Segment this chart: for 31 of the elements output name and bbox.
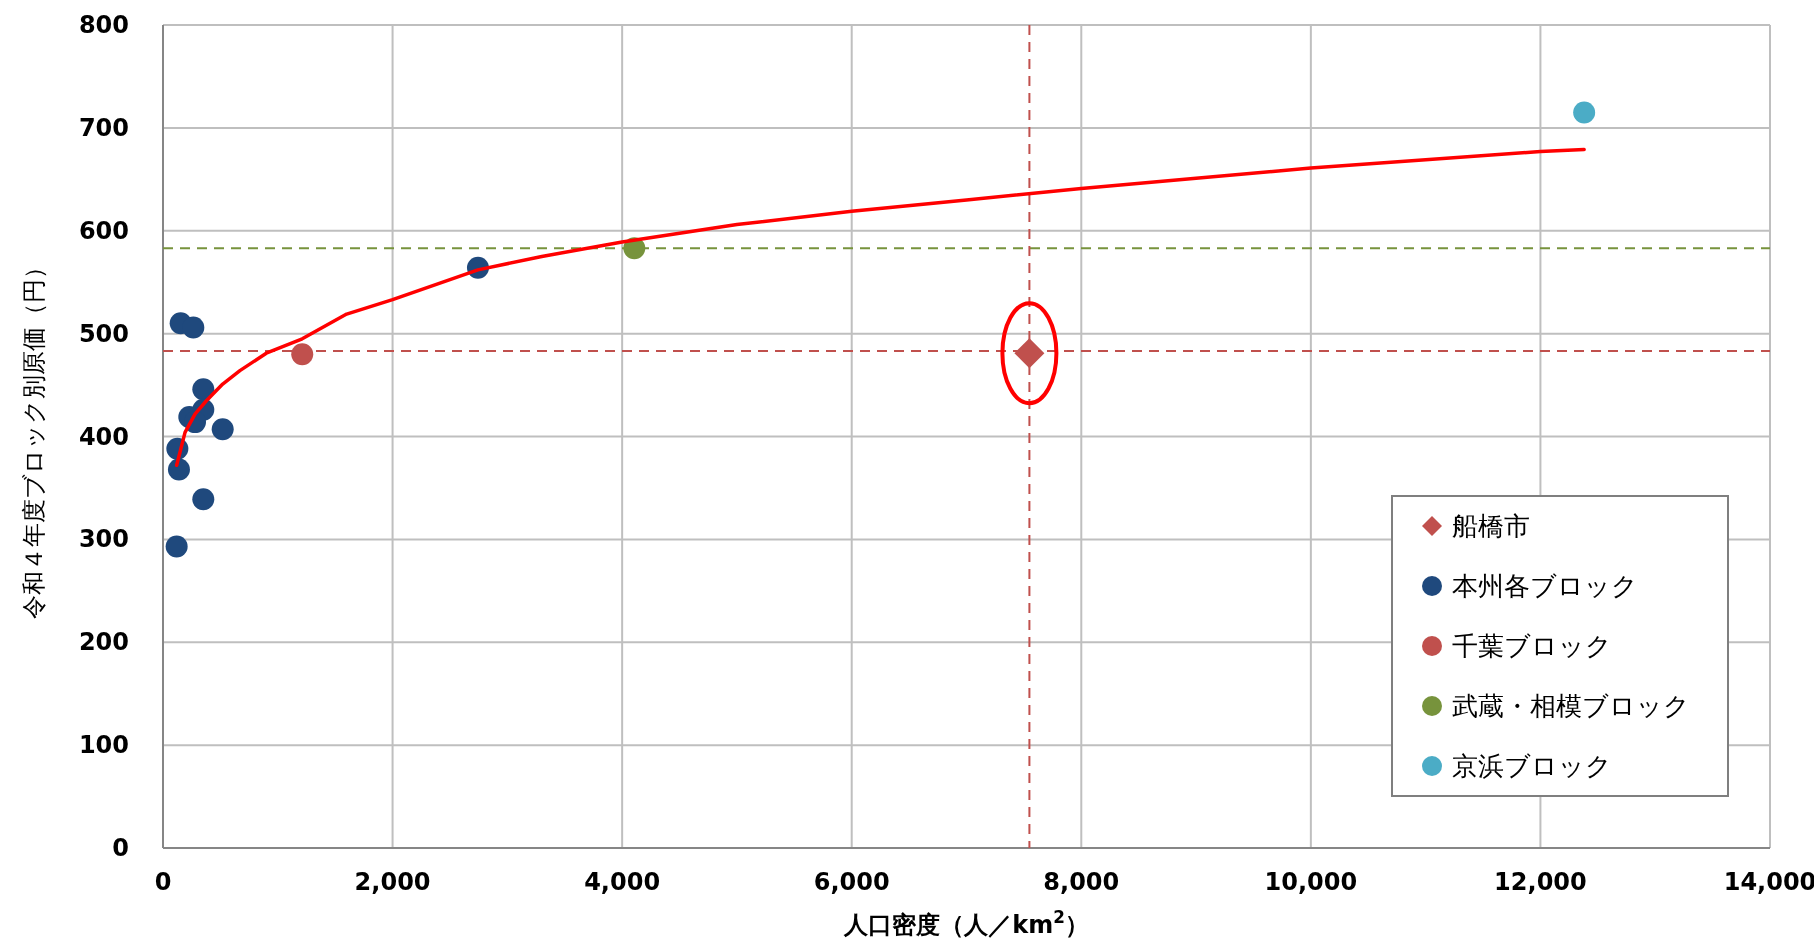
y-tick-label: 200	[78, 628, 129, 657]
point	[192, 378, 215, 401]
y-tick-label: 500	[78, 319, 129, 348]
legend-label: 武蔵・相模ブロック	[1452, 691, 1690, 721]
y-tick-label: 0	[112, 834, 129, 862]
y-axis-title: 令和４年度ブロック別原価（円）	[20, 254, 48, 619]
x-tick-label: 0	[154, 868, 172, 896]
y-tick-label: 100	[78, 731, 129, 760]
point	[291, 343, 314, 366]
point	[192, 488, 215, 511]
point	[182, 316, 205, 339]
x-tick-label: 12,000	[1494, 868, 1587, 896]
x-tick-label: 2,000	[354, 868, 431, 896]
y-tick-label: 700	[78, 113, 129, 142]
x-tick-label: 4,000	[584, 868, 661, 896]
point	[1573, 101, 1596, 124]
point	[165, 535, 188, 558]
y-tick-label: 400	[78, 422, 129, 451]
legend-label: 船橋市	[1452, 511, 1530, 541]
y-tick-label: 300	[78, 525, 129, 554]
x-tick-label: 6,000	[813, 868, 890, 896]
y-tick-label: 600	[78, 216, 129, 245]
legend-label: 京浜ブロック	[1452, 751, 1612, 781]
point	[211, 418, 234, 441]
point	[167, 458, 190, 481]
legend-label: 本州各ブロック	[1452, 571, 1638, 601]
x-tick-label: 8,000	[1043, 868, 1120, 896]
x-tick-label: 10,000	[1264, 868, 1358, 896]
legend-label: 千葉ブロック	[1452, 631, 1612, 661]
y-tick-label: 800	[78, 11, 129, 39]
x-axis-title: 人口密度（人／km$^{2}$）	[843, 907, 1089, 939]
